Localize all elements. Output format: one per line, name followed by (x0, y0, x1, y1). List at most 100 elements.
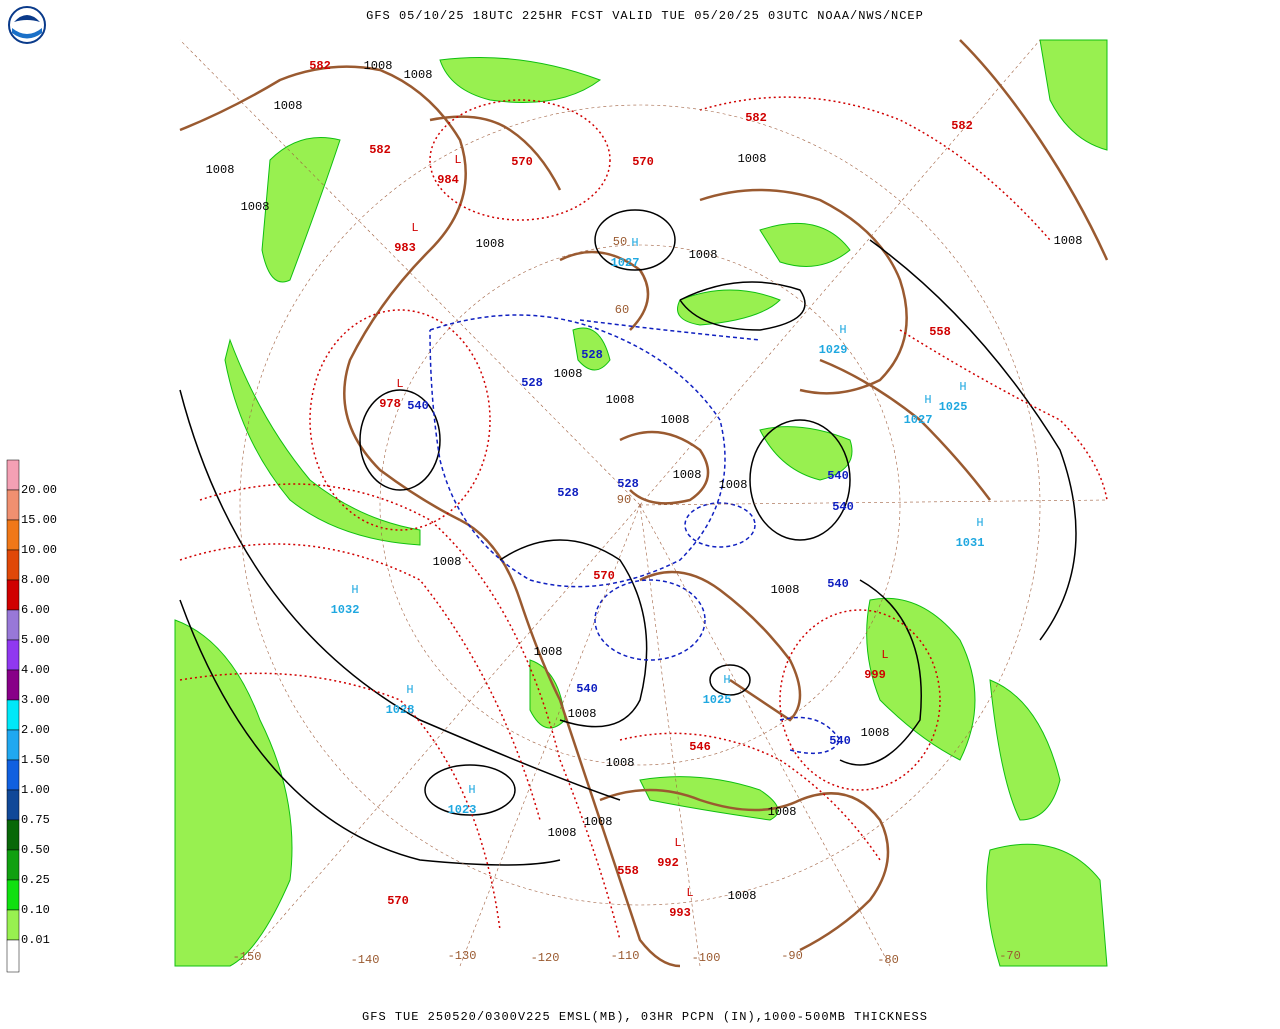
isobar-label: 1008 (404, 68, 433, 82)
legend-swatch-empty (6, 939, 20, 973)
isobar-label: 1008 (584, 815, 613, 829)
pressure-center-symbol: H (924, 393, 931, 407)
isobar-label: 1008 (206, 163, 235, 177)
thickness-contours (179, 96, 1108, 941)
thickness-label: 558 (929, 325, 951, 339)
pressure-center-symbol: H (351, 583, 358, 597)
longitude-label: -70 (999, 949, 1021, 963)
longitude-label: -120 (531, 951, 560, 965)
pressure-center-value: 1028 (386, 703, 415, 717)
thickness-label: 570 (511, 155, 533, 169)
pressure-center-value: 984 (437, 173, 459, 187)
thickness-label: 570 (632, 155, 654, 169)
isobars (179, 209, 1077, 866)
pressure-center-value: 992 (657, 856, 679, 870)
legend-swatch (6, 579, 20, 611)
isobar-label: 1008 (433, 555, 462, 569)
isobar-label: 1008 (274, 99, 303, 113)
legend-swatch (6, 549, 20, 581)
thickness-label: 528 (617, 477, 639, 491)
thickness-label: 528 (557, 486, 579, 500)
pressure-center-value: 1029 (819, 343, 848, 357)
legend-label: 0.10 (21, 903, 50, 917)
pressure-center-symbol: L (454, 153, 461, 167)
isobar-label: 1008 (548, 826, 577, 840)
pressure-center-symbol: L (411, 221, 418, 235)
map (173, 33, 1109, 968)
thickness-contours-cold (429, 314, 841, 755)
isobar-label: 1008 (476, 237, 505, 251)
pressure-center-value: 983 (394, 241, 416, 255)
thickness-label: 570 (593, 569, 615, 583)
legend-swatch (6, 879, 20, 911)
thickness-label: 540 (832, 500, 854, 514)
thickness-label: 540 (827, 577, 849, 591)
legend-swatch (6, 819, 20, 851)
longitude-label: -110 (611, 949, 640, 963)
pressure-center-symbol: L (881, 648, 888, 662)
pressure-center-symbol: H (839, 323, 846, 337)
graticule (179, 39, 1108, 967)
longitude-label: -100 (692, 951, 721, 965)
pressure-center-value: 999 (864, 668, 886, 682)
isobar-label: 1008 (1054, 234, 1083, 248)
longitude-label: -90 (781, 949, 803, 963)
thickness-label: 540 (576, 682, 598, 696)
longitude-label: -80 (877, 953, 899, 967)
map-labels: H 1027 H 1029 H 1027 H 1025 H 1031 H 1032 H 1028 H 1023… (206, 59, 1083, 967)
pressure-center-value: 1025 (939, 400, 968, 414)
legend-swatch (6, 489, 20, 521)
isobar-label: 1008 (534, 645, 563, 659)
thickness-label: 582 (951, 119, 973, 133)
pressure-center-symbol: L (686, 886, 693, 900)
legend-swatch (6, 519, 20, 551)
isobar-label: 1008 (768, 805, 797, 819)
precipitation (174, 39, 1108, 967)
isobar-label: 1008 (364, 59, 393, 73)
legend-swatch (6, 789, 20, 821)
legend-label: 3.00 (21, 693, 50, 707)
legend-label: 0.25 (21, 873, 50, 887)
pressure-center-symbol: H (959, 380, 966, 394)
legend-swatch (6, 609, 20, 641)
pressure-center-symbol: H (976, 516, 983, 530)
thickness-label: 582 (745, 111, 767, 125)
legend-label: 10.00 (21, 543, 57, 557)
isobar-label: 1008 (719, 478, 748, 492)
pressure-center-symbol: H (468, 783, 475, 797)
legend-label: 15.00 (21, 513, 57, 527)
pressure-center-symbol: H (723, 673, 730, 687)
legend-label: 2.00 (21, 723, 50, 737)
pressure-center-symbol: L (396, 377, 403, 391)
pressure-center-value: 978 (379, 397, 401, 411)
legend-swatch (6, 759, 20, 791)
longitude-label: -130 (448, 949, 477, 963)
thickness-label: 570 (387, 894, 409, 908)
noaa-logo (8, 6, 46, 44)
pressure-center-symbol: L (674, 836, 681, 850)
legend-label: 20.00 (21, 483, 57, 497)
map-caption: GFS TUE 250520/0300V225 EMSL(MB), 03HR P… (362, 1010, 928, 1024)
legend-label: 0.01 (21, 933, 50, 947)
latitude-label: 90 (617, 493, 631, 507)
isobar-label: 1008 (606, 756, 635, 770)
thickness-label: 540 (407, 399, 429, 413)
legend-swatch (6, 669, 20, 701)
pressure-center-value: 1031 (956, 536, 985, 550)
pressure-center-value: 1023 (448, 803, 477, 817)
longitude-label: -140 (351, 953, 380, 967)
pressure-center-value: 1025 (703, 693, 732, 707)
latitude-label: 50 (613, 235, 627, 249)
pressure-center-value: 1032 (331, 603, 360, 617)
legend-label: 8.00 (21, 573, 50, 587)
legend-label: 0.50 (21, 843, 50, 857)
legend: 20.00 15.00 10.00 8.00 6.00 5.00 4.00 3.00 2.00 1… (6, 459, 57, 973)
thickness-label: 540 (829, 734, 851, 748)
legend-label: 4.00 (21, 663, 50, 677)
legend-swatch (6, 909, 20, 941)
legend-label: 5.00 (21, 633, 50, 647)
pressure-center-value: 993 (669, 906, 691, 920)
pressure-center-value: 1027 (904, 413, 933, 427)
pressure-center-symbol: H (406, 683, 413, 697)
